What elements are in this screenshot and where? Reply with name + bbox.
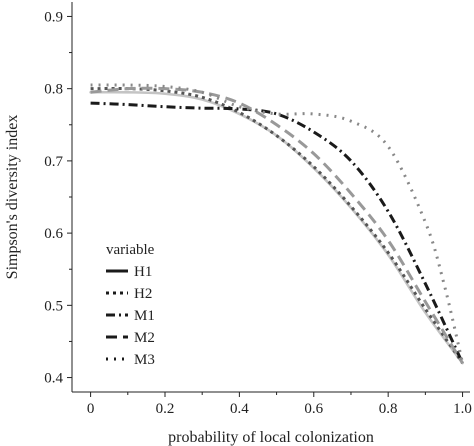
y-tick-label: 0.6 (44, 226, 63, 242)
legend-label-h1: H1 (134, 264, 152, 280)
series-line-m3 (90, 83, 465, 364)
legend-label-m1: M1 (134, 308, 155, 324)
series-line-m1 (90, 101, 464, 364)
legend-label-h2: H2 (134, 286, 152, 302)
x-tick-label: 1.0 (453, 401, 472, 417)
x-tick-label: 0.8 (379, 401, 398, 417)
series-lines (89, 83, 465, 365)
x-tick-label: 0.4 (230, 401, 249, 417)
legend-title: variable (106, 242, 155, 258)
legend-label-m3: M3 (134, 352, 155, 368)
x-tick-label: 0 (87, 401, 95, 417)
y-tick-label: 0.5 (44, 298, 63, 314)
y-tick-label: 0.8 (44, 82, 63, 98)
axes (67, 2, 470, 397)
x-axis-title: probability of local colonization (168, 429, 374, 446)
x-tick-label: 0.6 (304, 401, 323, 417)
y-axis-title: Simpson's diversity index (4, 115, 21, 280)
legend-label-m2: M2 (134, 330, 155, 346)
tick-labels: 0 0.2 0.4 0.6 0.8 1.0 0.4 0.5 0.6 0.7 0.8 0.9 (44, 9, 472, 417)
y-tick-label: 0.7 (44, 154, 63, 170)
series-line-m2 (90, 86, 464, 364)
x-tick-label: 0.2 (156, 401, 175, 417)
y-tick-label: 0.4 (44, 371, 63, 387)
y-tick-label: 0.9 (44, 9, 63, 25)
series-line-h2 (90, 87, 464, 364)
legend: variable H1 H2 M1 M2 M3 (106, 242, 155, 368)
